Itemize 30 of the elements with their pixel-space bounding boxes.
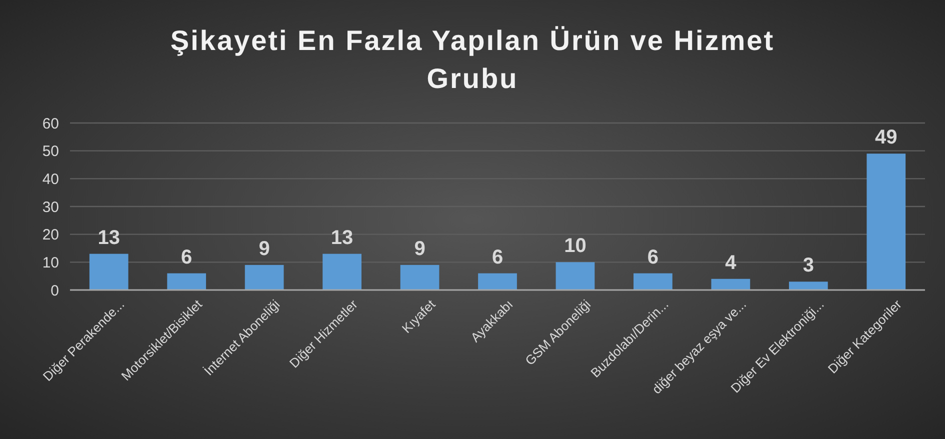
- bar: [478, 273, 517, 290]
- y-tick-label: 60: [42, 115, 59, 132]
- bar: [866, 154, 906, 290]
- data-label: 6: [492, 246, 504, 268]
- y-tick-label: 40: [42, 170, 59, 188]
- data-label: 3: [802, 254, 814, 277]
- bar: [400, 264, 440, 290]
- data-label: 9: [414, 238, 426, 260]
- data-label: 4: [725, 252, 738, 274]
- bar: [711, 278, 750, 290]
- bar: [556, 262, 595, 290]
- y-tick-label: 50: [42, 143, 59, 160]
- data-label: 9: [258, 238, 270, 260]
- bar: [167, 273, 206, 290]
- y-tick-label: 30: [42, 198, 59, 216]
- bar: [634, 273, 672, 290]
- y-tick-label: 0: [50, 282, 59, 300]
- data-label: 6: [181, 246, 192, 268]
- data-label: 13: [330, 226, 354, 249]
- data-label: 13: [98, 226, 120, 249]
- data-label: 6: [647, 246, 659, 268]
- data-label: 10: [564, 235, 586, 258]
- chart-title: Şikayeti En Fazla Yapılan Ürün ve Hizmet Grubu: [170, 25, 775, 94]
- bar: [322, 254, 362, 290]
- bar: [788, 282, 828, 290]
- y-tick-label: 20: [42, 226, 59, 244]
- y-tick-label: 10: [42, 254, 59, 272]
- bar: [89, 254, 128, 290]
- data-label: 49: [875, 126, 898, 149]
- bar: [244, 264, 284, 290]
